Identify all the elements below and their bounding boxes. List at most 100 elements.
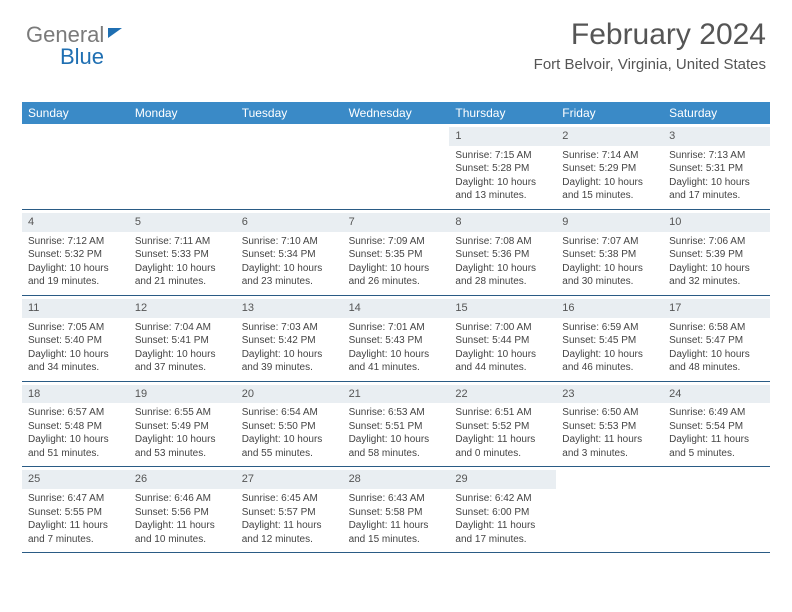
sunrise-line: Sunrise: 7:12 AM	[28, 235, 123, 249]
sunset-line: Sunset: 6:00 PM	[455, 506, 550, 520]
sunrise-line: Sunrise: 7:11 AM	[135, 235, 230, 249]
sunset-line: Sunset: 5:56 PM	[135, 506, 230, 520]
day-header: Tuesday	[236, 102, 343, 124]
day-number: 22	[449, 385, 556, 404]
day-cell	[129, 124, 236, 209]
sunrise-line: Sunrise: 6:47 AM	[28, 492, 123, 506]
sunrise-line: Sunrise: 7:01 AM	[349, 321, 444, 335]
sunset-line: Sunset: 5:45 PM	[562, 334, 657, 348]
sunset-line: Sunset: 5:42 PM	[242, 334, 337, 348]
day-cell: 28Sunrise: 6:43 AMSunset: 5:58 PMDayligh…	[343, 467, 450, 552]
day-number: 29	[449, 470, 556, 489]
daylight-line: Daylight: 10 hours and 30 minutes.	[562, 262, 657, 289]
day-number: 26	[129, 470, 236, 489]
daylight-line: Daylight: 10 hours and 51 minutes.	[28, 433, 123, 460]
day-cell: 24Sunrise: 6:49 AMSunset: 5:54 PMDayligh…	[663, 382, 770, 467]
day-header: Sunday	[22, 102, 129, 124]
day-header: Wednesday	[343, 102, 450, 124]
daylight-line: Daylight: 10 hours and 37 minutes.	[135, 348, 230, 375]
day-number: 28	[343, 470, 450, 489]
daylight-line: Daylight: 11 hours and 7 minutes.	[28, 519, 123, 546]
sunrise-line: Sunrise: 6:50 AM	[562, 406, 657, 420]
day-cell: 22Sunrise: 6:51 AMSunset: 5:52 PMDayligh…	[449, 382, 556, 467]
sunset-line: Sunset: 5:31 PM	[669, 162, 764, 176]
day-cell: 13Sunrise: 7:03 AMSunset: 5:42 PMDayligh…	[236, 296, 343, 381]
daylight-line: Daylight: 10 hours and 58 minutes.	[349, 433, 444, 460]
day-number: 20	[236, 385, 343, 404]
day-cell: 16Sunrise: 6:59 AMSunset: 5:45 PMDayligh…	[556, 296, 663, 381]
daylight-line: Daylight: 10 hours and 39 minutes.	[242, 348, 337, 375]
daylight-line: Daylight: 10 hours and 41 minutes.	[349, 348, 444, 375]
sunset-line: Sunset: 5:54 PM	[669, 420, 764, 434]
sunset-line: Sunset: 5:47 PM	[669, 334, 764, 348]
sunset-line: Sunset: 5:57 PM	[242, 506, 337, 520]
day-number: 25	[22, 470, 129, 489]
day-cell	[236, 124, 343, 209]
day-cell: 12Sunrise: 7:04 AMSunset: 5:41 PMDayligh…	[129, 296, 236, 381]
sunset-line: Sunset: 5:41 PM	[135, 334, 230, 348]
sunrise-line: Sunrise: 6:58 AM	[669, 321, 764, 335]
sunset-line: Sunset: 5:50 PM	[242, 420, 337, 434]
daylight-line: Daylight: 11 hours and 10 minutes.	[135, 519, 230, 546]
sunrise-line: Sunrise: 7:05 AM	[28, 321, 123, 335]
day-cell: 21Sunrise: 6:53 AMSunset: 5:51 PMDayligh…	[343, 382, 450, 467]
daylight-line: Daylight: 11 hours and 5 minutes.	[669, 433, 764, 460]
sunrise-line: Sunrise: 6:53 AM	[349, 406, 444, 420]
sunset-line: Sunset: 5:52 PM	[455, 420, 550, 434]
page-title: February 2024	[534, 18, 766, 52]
day-cell: 8Sunrise: 7:08 AMSunset: 5:36 PMDaylight…	[449, 210, 556, 295]
week-row: 11Sunrise: 7:05 AMSunset: 5:40 PMDayligh…	[22, 296, 770, 382]
sunrise-line: Sunrise: 6:42 AM	[455, 492, 550, 506]
day-cell: 20 Sunrise: 6:54 AMSunset: 5:50 PMDayligh…	[236, 382, 343, 467]
sunset-line: Sunset: 5:35 PM	[349, 248, 444, 262]
day-cell: 11Sunrise: 7:05 AMSunset: 5:40 PMDayligh…	[22, 296, 129, 381]
sunrise-line: Sunrise: 6:57 AM	[28, 406, 123, 420]
sunset-line: Sunset: 5:49 PM	[135, 420, 230, 434]
sunset-line: Sunset: 5:40 PM	[28, 334, 123, 348]
day-header: Saturday	[663, 102, 770, 124]
sunset-line: Sunset: 5:44 PM	[455, 334, 550, 348]
day-number: 1	[449, 127, 556, 146]
day-number: 21	[343, 385, 450, 404]
daylight-line: Daylight: 10 hours and 55 minutes.	[242, 433, 337, 460]
sunrise-line: Sunrise: 6:54 AM	[242, 406, 337, 420]
sunrise-line: Sunrise: 7:10 AM	[242, 235, 337, 249]
calendar: Sunday Monday Tuesday Wednesday Thursday…	[22, 102, 770, 553]
day-cell: 19Sunrise: 6:55 AMSunset: 5:49 PMDayligh…	[129, 382, 236, 467]
sunrise-line: Sunrise: 7:03 AM	[242, 321, 337, 335]
daylight-line: Daylight: 10 hours and 26 minutes.	[349, 262, 444, 289]
sunset-line: Sunset: 5:34 PM	[242, 248, 337, 262]
sunset-line: Sunset: 5:36 PM	[455, 248, 550, 262]
day-cell: 15Sunrise: 7:00 AMSunset: 5:44 PMDayligh…	[449, 296, 556, 381]
daylight-line: Daylight: 10 hours and 19 minutes.	[28, 262, 123, 289]
sunset-line: Sunset: 5:55 PM	[28, 506, 123, 520]
daylight-line: Daylight: 10 hours and 13 minutes.	[455, 176, 550, 203]
day-cell: 4 Sunrise: 7:12 AMSunset: 5:32 PMDaylight…	[22, 210, 129, 295]
sunrise-line: Sunrise: 6:49 AM	[669, 406, 764, 420]
day-number: 4	[22, 213, 129, 232]
day-number: 14	[343, 299, 450, 318]
day-cell: 9Sunrise: 7:07 AMSunset: 5:38 PMDaylight…	[556, 210, 663, 295]
day-number: 15	[449, 299, 556, 318]
sunrise-line: Sunrise: 7:15 AM	[455, 149, 550, 163]
day-cell: 3Sunrise: 7:13 AMSunset: 5:31 PMDaylight…	[663, 124, 770, 209]
sunset-line: Sunset: 5:32 PM	[28, 248, 123, 262]
daylight-line: Daylight: 10 hours and 53 minutes.	[135, 433, 230, 460]
day-header: Monday	[129, 102, 236, 124]
day-cell	[22, 124, 129, 209]
day-number: 16	[556, 299, 663, 318]
daylight-line: Daylight: 11 hours and 0 minutes.	[455, 433, 550, 460]
daylight-line: Daylight: 10 hours and 17 minutes.	[669, 176, 764, 203]
daylight-line: Daylight: 10 hours and 48 minutes.	[669, 348, 764, 375]
day-cell: 5Sunrise: 7:11 AMSunset: 5:33 PMDaylight…	[129, 210, 236, 295]
daylight-line: Daylight: 10 hours and 46 minutes.	[562, 348, 657, 375]
week-row: 18Sunrise: 6:57 AMSunset: 5:48 PMDayligh…	[22, 382, 770, 468]
sunrise-line: Sunrise: 7:08 AM	[455, 235, 550, 249]
sunrise-line: Sunrise: 6:55 AM	[135, 406, 230, 420]
day-cell: 18Sunrise: 6:57 AMSunset: 5:48 PMDayligh…	[22, 382, 129, 467]
daylight-line: Daylight: 11 hours and 15 minutes.	[349, 519, 444, 546]
day-cell	[556, 467, 663, 552]
sunrise-line: Sunrise: 6:43 AM	[349, 492, 444, 506]
day-number: 8	[449, 213, 556, 232]
day-number: 7	[343, 213, 450, 232]
